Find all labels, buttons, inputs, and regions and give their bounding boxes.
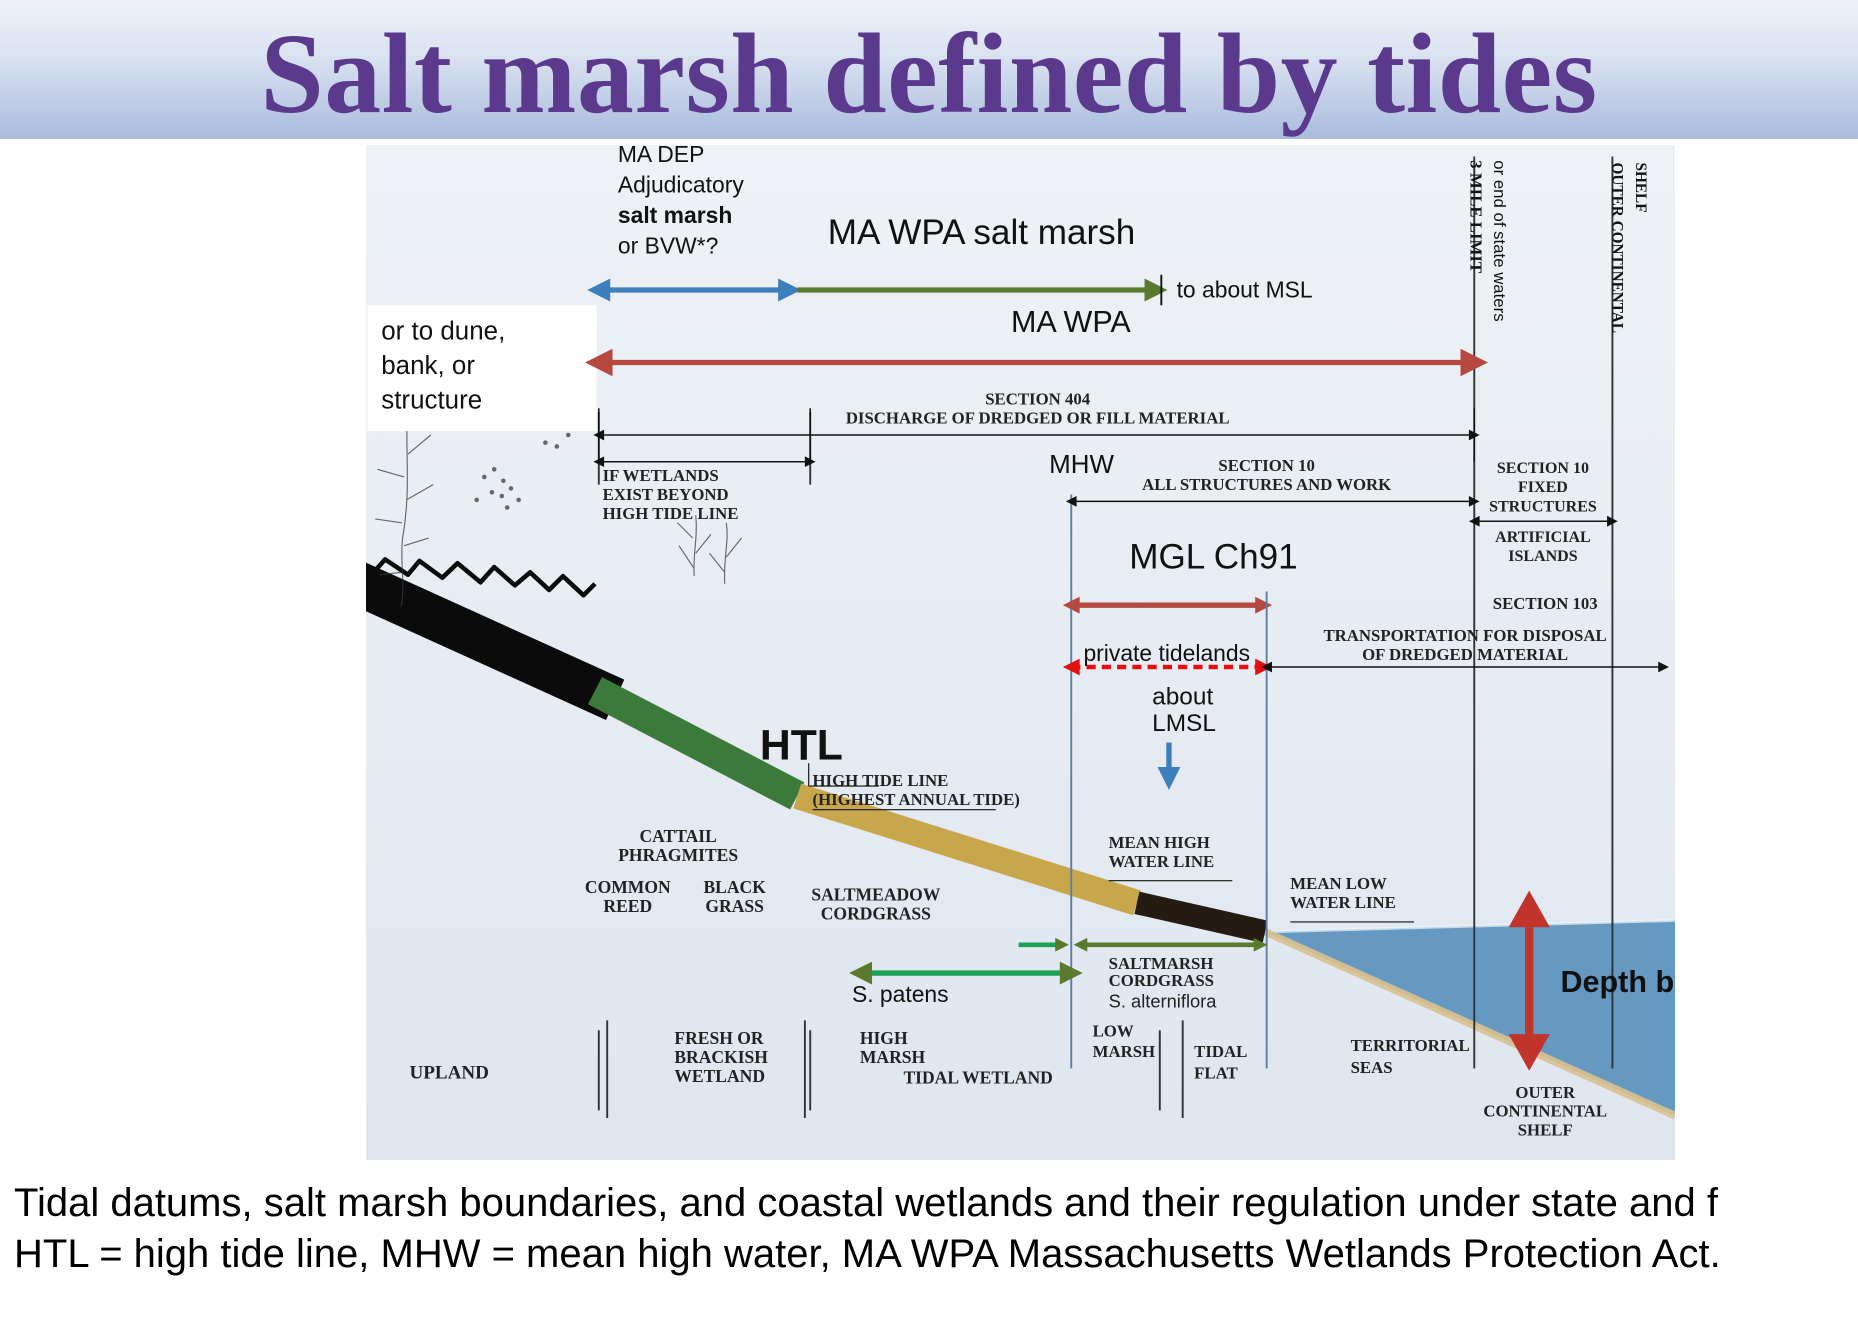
svg-text:SHELF: SHELF <box>1518 1121 1573 1140</box>
svg-text:S. alterniflora: S. alterniflora <box>1109 990 1218 1011</box>
svg-text:private tidelands: private tidelands <box>1083 640 1250 666</box>
svg-text:STRUCTURES: STRUCTURES <box>1489 498 1597 515</box>
svg-text:REED: REED <box>603 896 652 916</box>
svg-text:OUTER CONTINENTAL: OUTER CONTINENTAL <box>1608 163 1625 333</box>
svg-text:or end of state waters: or end of state waters <box>1490 160 1509 321</box>
svg-text:SECTION 10: SECTION 10 <box>1497 460 1589 477</box>
svg-text:FRESH OR: FRESH OR <box>674 1028 764 1048</box>
svg-text:SEAS: SEAS <box>1351 1058 1393 1077</box>
svg-text:or to dune,: or to dune, <box>381 318 505 346</box>
svg-text:structure: structure <box>381 386 482 414</box>
svg-text:ISLANDS: ISLANDS <box>1508 548 1578 565</box>
svg-text:(HIGHEST ANNUAL TIDE): (HIGHEST ANNUAL TIDE) <box>813 790 1020 809</box>
svg-text:salt marsh: salt marsh <box>618 202 732 228</box>
svg-text:MARSH: MARSH <box>860 1047 926 1067</box>
svg-text:DISCHARGE OF DREDGED OR FILL M: DISCHARGE OF DREDGED OR FILL MATERIAL <box>846 409 1230 428</box>
svg-text:OUTER: OUTER <box>1515 1083 1576 1102</box>
svg-text:HIGH TIDE LINE: HIGH TIDE LINE <box>603 504 739 523</box>
svg-text:Depth below MLLW: Depth below MLLW <box>1561 965 1675 999</box>
svg-text:MGL Ch91: MGL Ch91 <box>1129 538 1297 577</box>
svg-text:SECTION 404: SECTION 404 <box>985 389 1091 408</box>
svg-text:COMMON: COMMON <box>585 877 671 897</box>
svg-text:SALTMEADOW: SALTMEADOW <box>811 885 940 905</box>
svg-text:WETLAND: WETLAND <box>674 1066 765 1086</box>
svg-text:HTL: HTL <box>760 721 843 769</box>
svg-text:UPLAND: UPLAND <box>409 1062 489 1083</box>
svg-text:TERRITORIAL: TERRITORIAL <box>1351 1036 1470 1055</box>
svg-text:IF WETLANDS: IF WETLANDS <box>603 466 719 485</box>
svg-text:FLAT: FLAT <box>1194 1063 1238 1082</box>
svg-text:SHELF: SHELF <box>1632 163 1649 213</box>
svg-text:SECTION 103: SECTION 103 <box>1493 594 1598 613</box>
svg-text:about: about <box>1152 683 1213 710</box>
svg-text:TIDAL WETLAND: TIDAL WETLAND <box>903 1068 1052 1088</box>
svg-text:TRANSPORTATION FOR DISPOSAL: TRANSPORTATION FOR DISPOSAL <box>1323 626 1606 645</box>
svg-text:ARTIFICIAL: ARTIFICIAL <box>1495 529 1591 546</box>
svg-text:MEAN LOW: MEAN LOW <box>1290 874 1387 893</box>
svg-text:Adjudicatory: Adjudicatory <box>618 171 744 197</box>
svg-text:3 MILE LIMIT: 3 MILE LIMIT <box>1466 160 1485 273</box>
svg-text:MA WPA salt marsh: MA WPA salt marsh <box>828 213 1135 252</box>
svg-text:TIDAL: TIDAL <box>1194 1042 1247 1061</box>
svg-text:CONTINENTAL: CONTINENTAL <box>1483 1102 1607 1121</box>
svg-text:HIGH: HIGH <box>860 1028 908 1048</box>
svg-text:FIXED: FIXED <box>1518 479 1568 496</box>
svg-text:bank, or: bank, or <box>381 352 475 380</box>
svg-text:GRASS: GRASS <box>705 896 764 916</box>
svg-text:BRACKISH: BRACKISH <box>674 1047 768 1067</box>
svg-text:to about MSL: to about MSL <box>1177 277 1313 303</box>
svg-text:MA DEP: MA DEP <box>618 145 704 167</box>
svg-text:MA WPA: MA WPA <box>1011 305 1131 339</box>
svg-text:HIGH TIDE LINE: HIGH TIDE LINE <box>813 771 949 790</box>
svg-text:SECTION 10: SECTION 10 <box>1218 456 1315 475</box>
svg-text:LMSL: LMSL <box>1152 710 1216 737</box>
svg-text:WATER LINE: WATER LINE <box>1109 852 1215 871</box>
svg-text:PHRAGMITES: PHRAGMITES <box>618 845 738 865</box>
svg-text:or BVW*?: or BVW*? <box>618 232 718 258</box>
svg-text:MEAN HIGH: MEAN HIGH <box>1109 833 1210 852</box>
svg-text:LOW: LOW <box>1093 1021 1134 1040</box>
svg-text:MHW: MHW <box>1049 451 1114 479</box>
svg-text:CORDGRASS: CORDGRASS <box>1109 971 1214 990</box>
svg-text:EXIST BEYOND: EXIST BEYOND <box>603 485 729 504</box>
svg-text:CATTAIL: CATTAIL <box>639 826 716 846</box>
svg-text:ALL STRUCTURES AND WORK: ALL STRUCTURES AND WORK <box>1142 475 1391 494</box>
svg-text:WATER LINE: WATER LINE <box>1290 893 1396 912</box>
svg-text:MARSH: MARSH <box>1093 1042 1155 1061</box>
svg-text:S. patens: S. patens <box>852 981 949 1007</box>
svg-text:BLACK: BLACK <box>703 877 766 897</box>
svg-text:CORDGRASS: CORDGRASS <box>821 904 931 924</box>
svg-text:OF DREDGED MATERIAL: OF DREDGED MATERIAL <box>1362 645 1568 664</box>
